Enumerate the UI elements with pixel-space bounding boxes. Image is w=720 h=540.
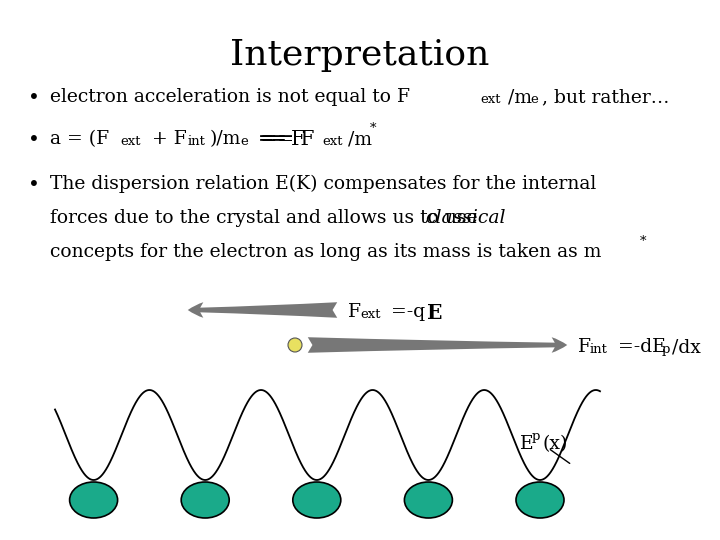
Text: +: + [86, 491, 101, 509]
Text: )/m: )/m [210, 130, 241, 148]
Text: +: + [198, 491, 212, 509]
Text: F: F [578, 338, 591, 356]
Text: e: e [240, 135, 248, 148]
Text: ext: ext [360, 308, 380, 321]
Text: ext: ext [480, 93, 500, 106]
Text: =-q: =-q [385, 303, 425, 321]
Text: Interpretation: Interpretation [230, 38, 490, 72]
Ellipse shape [181, 482, 229, 518]
Text: /m: /m [508, 88, 532, 106]
Text: +: + [310, 491, 324, 509]
Text: E: E [520, 435, 534, 453]
Ellipse shape [288, 338, 302, 352]
Text: ext: ext [120, 135, 140, 148]
Text: F: F [348, 303, 361, 321]
Text: *: * [640, 235, 647, 248]
Text: +: + [421, 491, 436, 509]
Text: int: int [188, 135, 206, 148]
Text: ══ F: ══ F [254, 130, 305, 149]
Text: •: • [28, 130, 40, 149]
Text: , but rather…: , but rather… [542, 88, 670, 106]
Text: •: • [28, 88, 40, 107]
Text: +: + [533, 491, 547, 509]
Text: p: p [662, 343, 670, 356]
Text: (x): (x) [542, 435, 567, 453]
Text: int: int [590, 343, 608, 356]
Text: The dispersion relation E(K) compensates for the internal: The dispersion relation E(K) compensates… [50, 175, 596, 193]
Ellipse shape [405, 482, 452, 518]
Text: == F: == F [254, 130, 315, 149]
Text: ext: ext [322, 135, 343, 148]
Text: /dx: /dx [672, 338, 701, 356]
Text: −: − [291, 340, 299, 350]
Ellipse shape [293, 482, 341, 518]
Ellipse shape [516, 482, 564, 518]
Text: e: e [530, 93, 538, 106]
Text: *: * [370, 122, 377, 135]
Text: /m: /m [348, 130, 372, 148]
Text: concepts for the electron as long as its mass is taken as m: concepts for the electron as long as its… [50, 243, 601, 261]
Ellipse shape [70, 482, 117, 518]
Text: a = (F: a = (F [50, 130, 109, 148]
Text: forces due to the crystal and allows us to use: forces due to the crystal and allows us … [50, 209, 484, 227]
Text: •: • [28, 175, 40, 194]
Text: E: E [427, 303, 442, 323]
Text: classical: classical [425, 209, 505, 227]
Text: electron acceleration is not equal to F: electron acceleration is not equal to F [50, 88, 410, 106]
Text: + F: + F [146, 130, 186, 148]
Text: =-dE: =-dE [612, 338, 666, 356]
Text: p: p [532, 430, 541, 443]
